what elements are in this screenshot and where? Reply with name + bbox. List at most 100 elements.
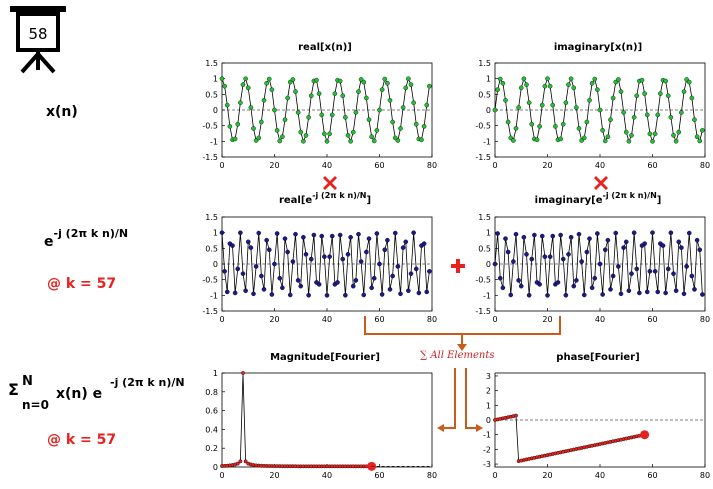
y-tick-label: 0.8 (205, 388, 218, 397)
data-point (337, 78, 343, 84)
x-tick-label: 0 (492, 161, 497, 170)
data-point (261, 98, 267, 103)
data-point (511, 259, 516, 264)
data-point (371, 275, 377, 281)
data-point (626, 138, 632, 144)
x-tick-label: 80 (700, 315, 710, 324)
data-point (595, 231, 600, 236)
data-point (497, 275, 503, 281)
data-point (671, 271, 676, 276)
data-point (600, 128, 605, 133)
data-point (293, 89, 298, 94)
chart-phase: 0 20 40 60 80 -3 -2 -1 0 1 2 3 (483, 372, 710, 480)
data-point (385, 237, 390, 243)
data-point (589, 285, 595, 291)
x-tick-label: 40 (595, 471, 605, 480)
y-tick-label: -3 (483, 460, 491, 469)
data-point (644, 112, 650, 118)
y-tick-label: 0.5 (478, 244, 491, 253)
x-tick-label: 60 (647, 161, 657, 170)
data-point (398, 291, 403, 297)
plot-title-imag-x: imaginary[x(n)] (553, 42, 643, 53)
data-point (595, 87, 600, 92)
data-point (358, 259, 364, 264)
data-point (374, 128, 380, 133)
data-point (610, 273, 616, 279)
data-point (532, 232, 537, 238)
row-label-xn: x(n) (46, 104, 78, 120)
data-point (521, 234, 527, 240)
data-point (324, 293, 330, 298)
data-point (277, 138, 283, 144)
data-point (245, 239, 251, 245)
y-tick-label: 0 (213, 106, 218, 115)
data-point (327, 254, 332, 259)
data-point (322, 131, 327, 137)
plot-frame (221, 372, 433, 468)
x-tick-label: 0 (492, 471, 497, 480)
data-point (316, 91, 322, 96)
data-point (406, 288, 411, 294)
x-tick-label: 20 (269, 315, 279, 324)
data-point (647, 269, 653, 274)
kernel-exponent: -j (2π k n)/N (53, 227, 129, 240)
y-tick-label: -2 (483, 445, 491, 454)
y-tick-label: 1.5 (478, 59, 491, 68)
data-point (400, 105, 406, 110)
data-point (295, 110, 301, 115)
data-point (592, 76, 598, 82)
data-point (343, 115, 348, 120)
x-tick-label: 60 (374, 161, 384, 170)
data-point (700, 128, 705, 133)
data-point (411, 100, 416, 105)
data-point (377, 261, 382, 267)
data-point (227, 124, 233, 129)
data-point (266, 76, 272, 82)
data-point (298, 283, 304, 289)
data-point (337, 232, 343, 238)
data-point (623, 239, 629, 245)
data-point (584, 119, 590, 125)
x-tick-label: 0 (219, 471, 224, 480)
data-point (235, 461, 240, 466)
data-point (387, 98, 393, 103)
x-tick-label: 80 (700, 471, 710, 480)
data-point (329, 112, 335, 118)
sum-sigma: Σ (8, 380, 19, 399)
data-point (642, 91, 647, 96)
data-point (621, 245, 626, 250)
data-point (644, 289, 650, 295)
data-point (324, 139, 330, 144)
plot-title-magnitude: Magnitude[Fourier] (270, 352, 380, 363)
data-point (222, 269, 227, 274)
data-point (348, 234, 353, 240)
plot-title-real-e-sup: -j (2π k n)/N (312, 191, 367, 200)
sum-upper: N (22, 374, 33, 389)
data-point (626, 288, 632, 294)
data-point (514, 413, 518, 418)
data-point (600, 292, 605, 297)
sum-exponent: -j (2π k n)/N (110, 376, 185, 389)
data-point (560, 256, 566, 262)
row-label-kernel: e-j (2π k n)/N (44, 227, 128, 250)
data-point (608, 287, 613, 292)
y-tick-label: 0 (213, 463, 218, 472)
data-point (364, 249, 369, 255)
x-tick-label: 0 (492, 315, 497, 324)
data-point (566, 82, 571, 87)
data-point (608, 117, 613, 122)
data-point (403, 85, 409, 91)
data-point (427, 269, 432, 274)
data-point (377, 107, 382, 113)
data-point (361, 292, 367, 298)
x-tick-label: 80 (700, 161, 710, 170)
data-point (345, 252, 351, 257)
y-tick-label: 0.6 (205, 407, 218, 416)
data-point (542, 254, 548, 259)
data-point (602, 247, 608, 253)
data-point (395, 264, 401, 269)
x-tick-label: 60 (647, 315, 657, 324)
data-point (694, 237, 700, 243)
data-point (329, 233, 335, 239)
